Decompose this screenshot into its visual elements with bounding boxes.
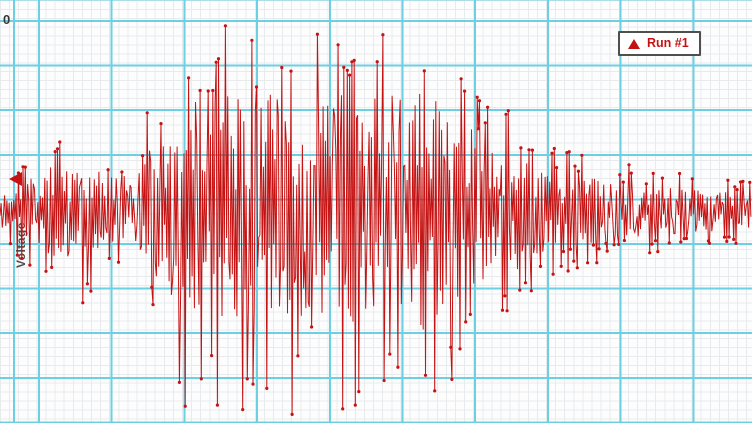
legend-box[interactable]: Run #1 — [618, 31, 701, 56]
legend-run-triangle-icon — [628, 38, 640, 49]
legend-run-label: Run #1 — [647, 36, 689, 50]
y-axis-tick-zero: 0 — [3, 12, 11, 27]
axis-marker-triangle-left-icon[interactable] — [9, 172, 22, 186]
